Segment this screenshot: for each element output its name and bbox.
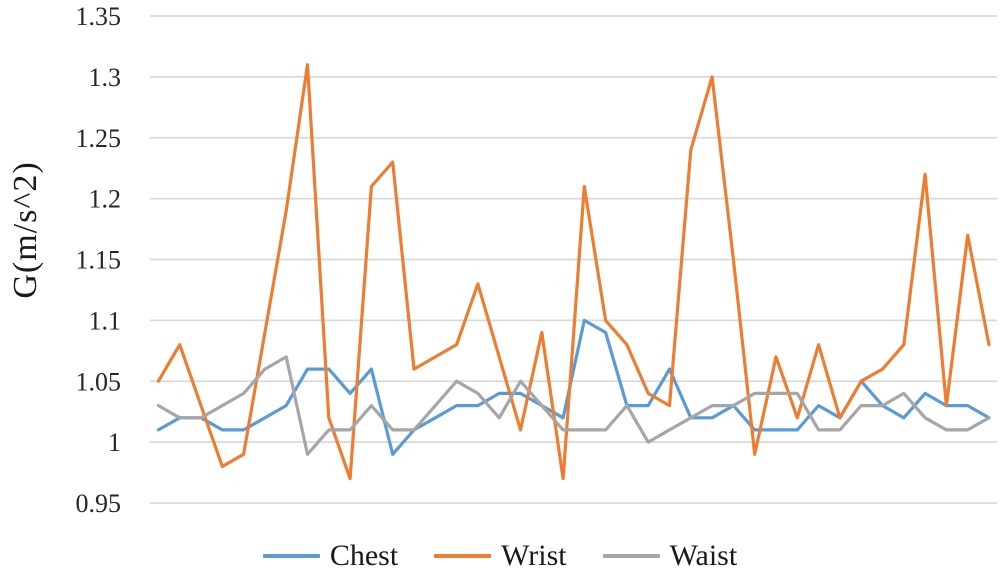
y-axis-title: G(m/s^2) bbox=[7, 161, 44, 299]
legend-item-wrist: Wrist bbox=[434, 539, 567, 572]
y-tick-label: 1.1 bbox=[89, 306, 122, 335]
legend-label-chest: Chest bbox=[329, 539, 399, 572]
waist-line-swatch-icon bbox=[602, 554, 660, 558]
y-tick-label: 1.3 bbox=[89, 63, 122, 92]
y-tick-label: 1.35 bbox=[76, 2, 122, 31]
wrist-line-swatch-icon bbox=[434, 554, 492, 558]
legend-label-waist: Waist bbox=[669, 539, 738, 572]
chest-line-swatch-icon bbox=[262, 554, 320, 558]
legend-item-chest: Chest bbox=[262, 539, 399, 572]
y-tick-label: 1.05 bbox=[76, 367, 122, 396]
series-line-waist bbox=[156, 355, 991, 456]
y-tick-label: 1.25 bbox=[76, 124, 122, 153]
y-tick-label: 1 bbox=[108, 428, 121, 457]
y-tick-label: 1.15 bbox=[76, 246, 122, 275]
series-line-wrist bbox=[156, 63, 991, 481]
legend-item-waist: Waist bbox=[602, 539, 738, 572]
legend: Chest Wrist Waist bbox=[0, 541, 1000, 571]
y-tick-label: 1.2 bbox=[89, 185, 122, 214]
y-tick-label: 0.95 bbox=[76, 489, 122, 518]
legend-label-wrist: Wrist bbox=[501, 539, 567, 572]
